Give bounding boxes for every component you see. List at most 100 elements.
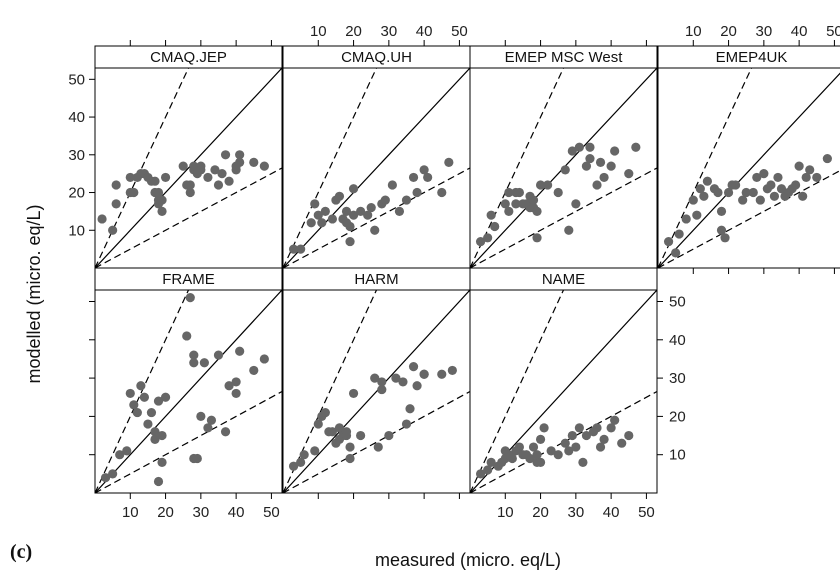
x-tick-label: 40 [791, 23, 808, 40]
y-tick-label: 30 [669, 370, 686, 387]
data-point [535, 180, 546, 190]
data-point [150, 434, 160, 444]
panel-strip-label: CMAQ.JEP [150, 49, 227, 66]
data-point [377, 377, 387, 387]
x-tick-label: 30 [193, 504, 210, 521]
data-point [731, 180, 741, 190]
data-point [111, 180, 121, 190]
data-point [111, 199, 121, 209]
data-point [199, 358, 209, 368]
data-point [224, 381, 234, 391]
data-point [341, 430, 352, 441]
panel-emep-msc-west: EMEP MSC West [469, 45, 658, 269]
data-point [606, 423, 616, 433]
data-point [150, 427, 160, 437]
data-point [716, 225, 727, 235]
data-point [759, 169, 769, 179]
data-point [581, 430, 592, 441]
panel-name: NAME [469, 267, 658, 494]
data-point [631, 142, 641, 152]
data-point [373, 442, 383, 452]
data-point [153, 476, 164, 487]
data-point [504, 206, 514, 216]
data-point [299, 450, 309, 460]
x-tick-label: 20 [532, 504, 549, 521]
x-tick-label: 50 [638, 504, 655, 521]
data-point [348, 210, 359, 220]
data-point [486, 457, 496, 467]
data-point [345, 442, 355, 452]
one-to-two-line [658, 169, 840, 268]
data-point [313, 419, 323, 429]
data-point [401, 419, 412, 429]
data-point [507, 453, 517, 464]
panel-cmaq-jep: CMAQ.JEP [94, 45, 283, 269]
y-tick-label: 10 [68, 222, 85, 239]
data-point [574, 423, 584, 433]
data-point [153, 396, 164, 406]
data-point [313, 210, 323, 220]
y-tick-label: 10 [669, 447, 686, 464]
data-point [688, 195, 698, 205]
data-point [514, 442, 524, 452]
one-to-two-line [283, 390, 470, 493]
data-point [189, 350, 199, 360]
data-point [755, 195, 765, 205]
data-point [345, 453, 355, 464]
two-to-one-line [95, 68, 190, 268]
data-point [345, 236, 355, 247]
data-point [599, 434, 609, 444]
data-point [791, 180, 801, 190]
panel-strip-label: CMAQ.UH [341, 49, 412, 66]
one-to-two-line [95, 167, 282, 268]
data-point [189, 358, 199, 368]
x-tick-label: 20 [345, 23, 362, 40]
panel-strip-label: EMEP4UK [716, 49, 788, 66]
data-point [231, 377, 241, 387]
data-point [773, 172, 783, 183]
data-point [196, 411, 206, 421]
data-point [203, 172, 213, 183]
data-point [564, 446, 574, 456]
data-point [235, 150, 245, 160]
data-point [585, 153, 595, 164]
data-point [532, 206, 542, 216]
data-point [320, 407, 330, 418]
x-tick-label: 10 [497, 504, 514, 521]
data-point [213, 180, 224, 190]
data-point [129, 187, 139, 198]
data-point [571, 442, 581, 452]
data-point [317, 218, 327, 228]
data-point [206, 415, 217, 425]
data-point [437, 187, 447, 198]
data-point [348, 388, 359, 399]
data-point [115, 450, 125, 460]
data-point [100, 473, 111, 483]
panel-letter: (c) [10, 541, 32, 563]
data-point [699, 191, 709, 201]
data-point [129, 400, 139, 410]
data-point [345, 221, 355, 232]
one-to-one-line [95, 68, 282, 268]
data-point [720, 233, 730, 243]
data-point [490, 221, 500, 232]
x-tick-label: 10 [122, 504, 139, 521]
data-point [528, 442, 539, 452]
data-point [387, 180, 397, 190]
data-point [578, 457, 588, 467]
data-point [599, 172, 609, 183]
data-point [412, 381, 422, 391]
data-point [738, 195, 748, 205]
data-point [310, 199, 320, 209]
data-point [564, 225, 574, 235]
data-point [447, 365, 457, 376]
data-point [801, 172, 811, 183]
data-point [769, 191, 780, 201]
y-tick-label: 20 [669, 408, 686, 425]
data-point [553, 187, 563, 198]
data-point [444, 157, 454, 167]
data-point [405, 404, 415, 414]
data-point [327, 214, 337, 224]
data-point [125, 172, 135, 183]
data-point [595, 442, 606, 452]
